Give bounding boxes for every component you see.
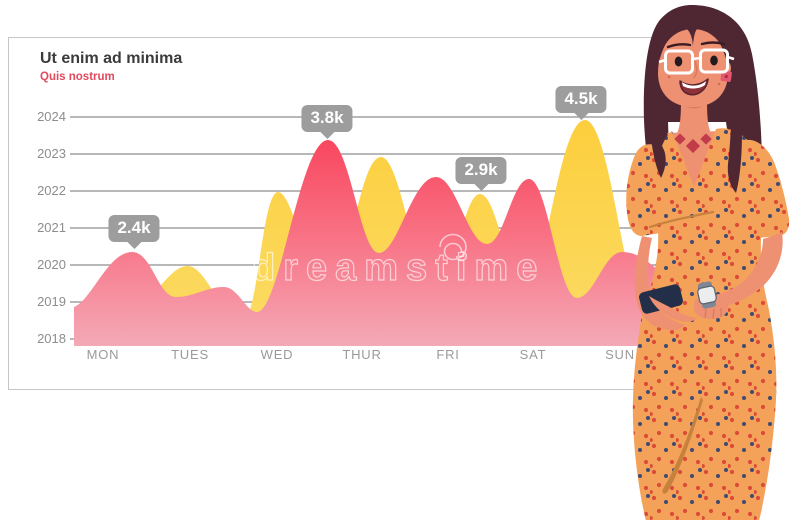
woman-illustration xyxy=(626,5,790,520)
hair-front-lock-right xyxy=(717,28,743,193)
freckles xyxy=(667,75,721,86)
neck xyxy=(677,100,711,133)
hair-front-lock-left xyxy=(649,27,666,178)
chest-skin xyxy=(667,131,721,189)
y-tick-2023: 2023 xyxy=(37,146,66,161)
callout-4-5k: 4.5k xyxy=(555,86,607,113)
phone xyxy=(639,284,683,314)
chart-subtitle: Quis nostrum xyxy=(40,71,115,83)
callout-3-8k: 3.8k xyxy=(301,105,353,132)
earring-dot xyxy=(724,74,728,79)
dress-sleeve-right xyxy=(747,139,790,238)
x-tick-wed: WED xyxy=(260,347,294,362)
glasses xyxy=(658,48,735,75)
dress-chest-fold xyxy=(648,210,715,229)
y-tick-2019: 2019 xyxy=(37,294,66,309)
necklace xyxy=(674,133,712,154)
y-tick-2018: 2018 xyxy=(37,331,66,346)
y-tick-2021: 2021 xyxy=(37,220,66,235)
x-tick-sat: SAT xyxy=(519,347,547,362)
smiling-mouth xyxy=(679,78,709,96)
dress-body xyxy=(632,128,777,520)
y-tick-2020: 2020 xyxy=(37,257,66,272)
y-tick-2022: 2022 xyxy=(37,183,66,198)
pink-area-series xyxy=(74,140,658,346)
hair-cap xyxy=(657,12,729,66)
eyebrows xyxy=(666,41,726,49)
callout-2-9k: 2.9k xyxy=(455,157,507,184)
yellow-area-series xyxy=(140,120,650,346)
eyes xyxy=(674,55,718,67)
x-tick-fri: FRI xyxy=(436,347,460,362)
x-tick-mon: MON xyxy=(86,347,120,362)
left-hand-fingers xyxy=(649,296,697,322)
x-tick-tues: TUES xyxy=(171,347,209,362)
dress-skirt-fold xyxy=(662,397,703,494)
x-tick-thur: THUR xyxy=(342,347,382,362)
y-tick-2024: 2024 xyxy=(37,109,66,124)
nose xyxy=(693,61,698,78)
watermark-spiral-icon xyxy=(439,233,468,262)
chart-title: Ut enim ad minima xyxy=(40,50,183,67)
watermark-text: dreamstime xyxy=(251,246,546,289)
wrist-watch xyxy=(697,281,717,309)
callout-2-4k: 2.4k xyxy=(108,215,160,242)
finger-lines xyxy=(704,308,722,320)
x-tick-sun: SUN xyxy=(605,347,635,362)
